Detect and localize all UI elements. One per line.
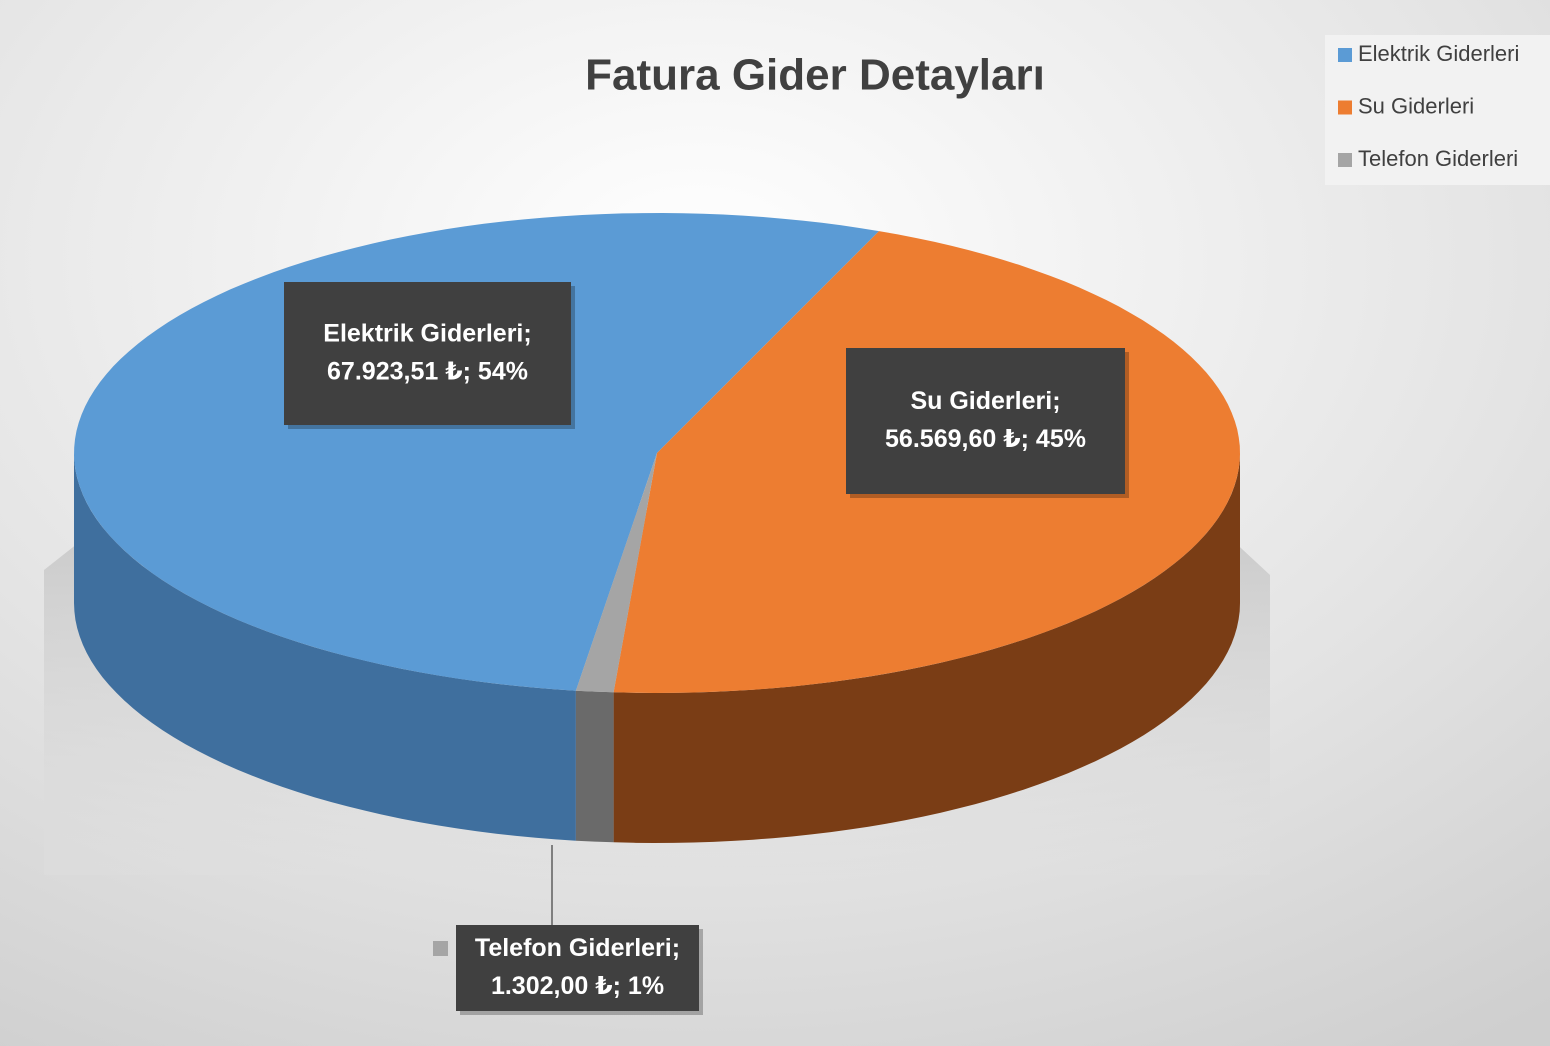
chart-title: Fatura Gider Detayları bbox=[585, 51, 1045, 100]
label-sep: ; bbox=[672, 934, 680, 962]
data-label: Su Giderleri; bbox=[910, 387, 1060, 415]
slice-side bbox=[613, 453, 1240, 843]
slice-side bbox=[74, 453, 576, 841]
label-value: 1.302,00 ₺ bbox=[491, 972, 613, 1000]
label-box bbox=[456, 925, 699, 1011]
label-box bbox=[284, 282, 571, 425]
label-box bbox=[846, 348, 1125, 494]
label-sep: ; bbox=[613, 972, 621, 1000]
slice bbox=[74, 213, 879, 691]
data-label: Telefon Giderleri; bbox=[475, 934, 680, 962]
label-name: Elektrik Giderleri bbox=[323, 319, 523, 347]
data-label: 1.302,00 ₺; 1% bbox=[491, 972, 664, 1000]
label-sep: ; bbox=[523, 319, 531, 347]
label-percent: 1% bbox=[628, 972, 664, 1000]
label-sep: ; bbox=[1052, 387, 1060, 415]
data-label: 56.569,60 ₺; 45% bbox=[885, 425, 1086, 453]
label-sep: ; bbox=[1021, 425, 1029, 453]
legend-label: Telefon Giderleri bbox=[1358, 146, 1518, 171]
label-value: 67.923,51 ₺ bbox=[327, 357, 463, 385]
legend: Elektrik Giderleri Su Giderleri Telefon Gi… bbox=[1338, 41, 1519, 171]
label-sep: ; bbox=[463, 357, 471, 385]
slice bbox=[575, 453, 657, 693]
legend-label: Su Giderleri bbox=[1358, 93, 1474, 118]
label-name: Su Giderleri bbox=[910, 387, 1052, 415]
legend-swatch bbox=[1338, 100, 1352, 115]
data-labels: Elektrik Giderleri;67.923,51 ₺; 54%Su Gid… bbox=[284, 282, 1129, 1015]
legend-box bbox=[1325, 35, 1550, 185]
label-percent: 54% bbox=[478, 357, 528, 385]
legend-swatch bbox=[1338, 48, 1352, 62]
data-label: Elektrik Giderleri; bbox=[323, 319, 531, 347]
legend-label: Elektrik Giderleri bbox=[1358, 41, 1519, 66]
label-name: Telefon Giderleri bbox=[475, 934, 672, 962]
label-key bbox=[433, 941, 448, 956]
data-label: 67.923,51 ₺; 54% bbox=[327, 357, 528, 385]
label-percent: 45% bbox=[1036, 425, 1086, 453]
slice-side bbox=[575, 690, 614, 843]
pie bbox=[74, 213, 1240, 843]
legend-swatch bbox=[1338, 153, 1352, 167]
label-value: 56.569,60 ₺ bbox=[885, 425, 1021, 453]
